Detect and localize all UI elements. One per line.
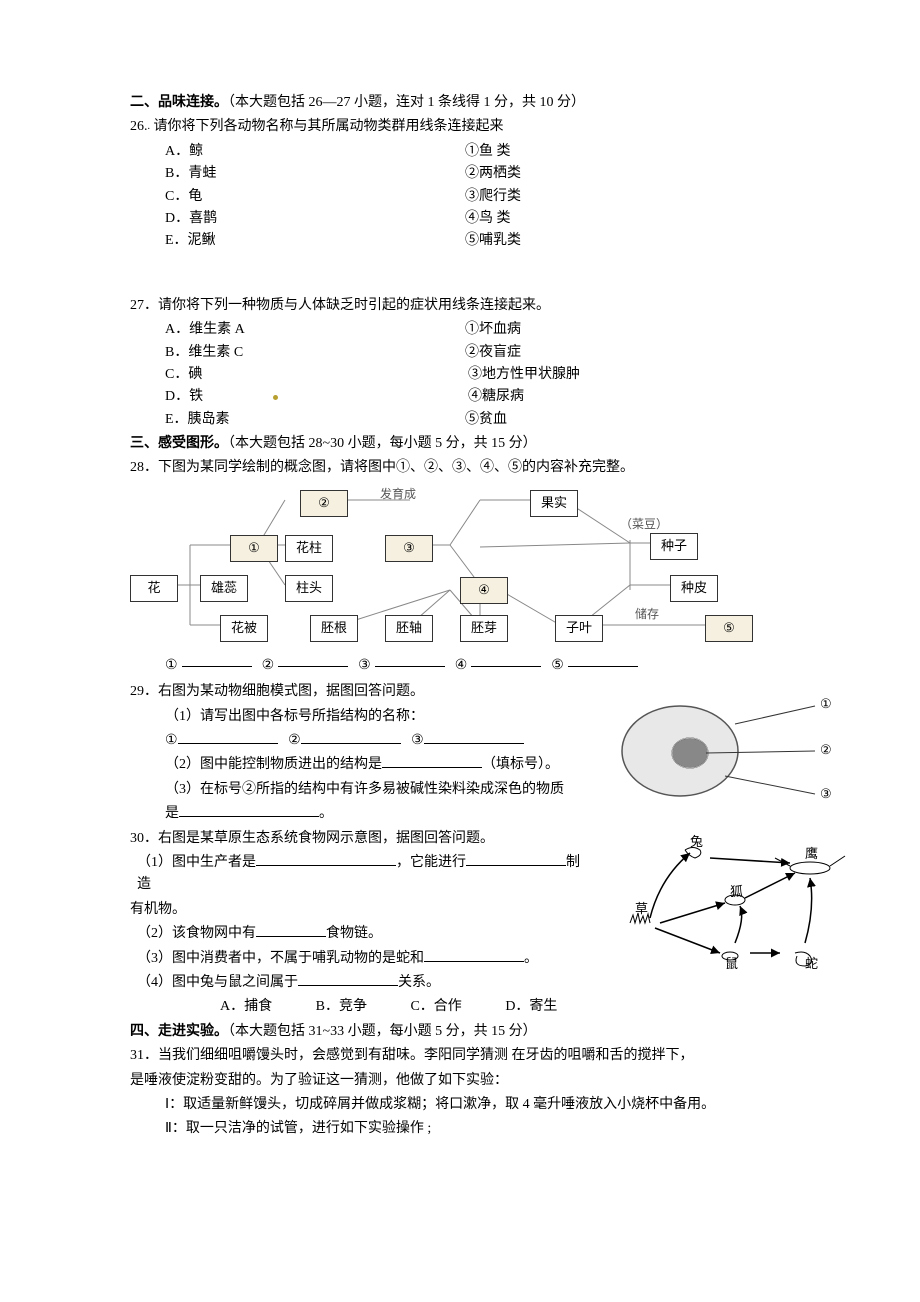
node-zhongzi: 种子 — [650, 533, 698, 560]
blank-29-2[interactable] — [301, 743, 401, 744]
node-c4: ④ — [460, 577, 508, 604]
blank-29-3[interactable] — [424, 743, 524, 744]
section-2-desc: （本大题包括 26—27 小题，连对 1 条线得 1 分，共 10 分） — [228, 95, 585, 110]
q30-header: 30．右图是某草原生态系统食物网示意图，据图回答问题。 — [130, 828, 580, 850]
blank-30-4[interactable] — [424, 961, 524, 962]
section-3-title: 三、感受图形。 — [130, 436, 228, 451]
q30-sub4: （4）图中兔与鼠之间属于关系。 — [130, 972, 580, 994]
blank-30-2[interactable] — [466, 865, 566, 866]
q27-header: 27．请你将下列一种物质与人体缺乏时引起的症状用线条连接起来。 — [130, 295, 810, 317]
section-3-desc: （本大题包括 28~30 小题，每小题 5 分，共 15 分） — [228, 436, 537, 451]
q29-sub1: （1）请写出图中各标号所指结构的名称： — [130, 706, 600, 728]
svg-text:狐: 狐 — [730, 884, 743, 899]
section-4-header: 四、走进实验。（本大题包括 31~33 小题，每小题 5 分，共 15 分） — [130, 1021, 810, 1043]
q29-sub3b: 是。 — [130, 803, 600, 825]
q31-step2: Ⅱ：取一只洁净的试管，进行如下实验操作 ; — [130, 1118, 810, 1140]
blank-28-2[interactable] — [278, 666, 348, 667]
q29-wrap: ① ② ③ 29．右图为某动物细胞模式图，据图回答问题。 （1）请写出图中各标号… — [130, 681, 810, 825]
section-3-header: 三、感受图形。（本大题包括 28~30 小题，每小题 5 分，共 15 分） — [130, 433, 810, 455]
label-fayucheng: 发育成 — [380, 485, 416, 504]
concept-diagram: 花 雄蕊 花被 ① ② 花柱 柱头 发育成 ③ 胚根 胚轴 ④ 胚芽 果实 （菜… — [130, 485, 810, 650]
q28-answers: ① ② ③ ④ ⑤ — [130, 655, 810, 677]
section-4-title: 四、走进实验。 — [130, 1024, 228, 1039]
cell-label-1: ① — [820, 696, 832, 711]
section-2-title: 二、品味连接。 — [130, 95, 228, 110]
node-xiongrui: 雄蕊 — [200, 575, 248, 602]
svg-text:鹰: 鹰 — [805, 846, 818, 861]
q29-header: 29．右图为某动物细胞模式图，据图回答问题。 — [130, 681, 600, 703]
svg-text:兔: 兔 — [690, 834, 703, 849]
q30-wrap: 兔 鹰 草 狐 鼠 蛇 30．右图是某草原生态系统食物网示意图，据图回答问题。 … — [130, 828, 810, 1019]
node-peizhou: 胚轴 — [385, 615, 433, 642]
label-chuyong: 储存 — [635, 605, 659, 624]
blank-28-5[interactable] — [568, 666, 638, 667]
blank-29-1[interactable] — [178, 743, 278, 744]
cell-label-3: ③ — [820, 786, 832, 801]
q29-sub3a: （3）在标号②所指的结构中有许多易被碱性染料染成深色的物质 — [130, 779, 600, 801]
node-c3: ③ — [385, 535, 433, 562]
node-hua: 花 — [130, 575, 178, 602]
node-huazhu: 花柱 — [285, 535, 333, 562]
node-huabei: 花被 — [220, 615, 268, 642]
blank-29-5[interactable] — [179, 816, 319, 817]
food-web-diagram: 兔 鹰 草 狐 鼠 蛇 — [610, 828, 850, 983]
node-c2: ② — [300, 490, 348, 517]
node-ziye: 子叶 — [555, 615, 603, 642]
node-zhongpi: 种皮 — [670, 575, 718, 602]
q31-step1: Ⅰ：取适量新鲜馒头，切成碎屑并做成浆糊；将口漱净，取 4 毫升唾液放入小烧杯中备… — [130, 1094, 810, 1116]
q28-header: 28．下图为某同学绘制的概念图，请将图中①、②、③、④、⑤的内容补充完整。 — [130, 457, 810, 479]
q30-sub3: （3）图中消费者中，不属于哺乳动物的是蛇和。 — [130, 948, 580, 970]
q27-items: A．维生素 A①坏血病 B．维生素 C②夜盲症 C．碘③地方性甲状腺肿 D．铁④… — [130, 319, 810, 431]
cell-diagram: ① ② ③ — [610, 686, 840, 816]
node-c5: ⑤ — [705, 615, 753, 642]
q29-sub2: （2）图中能控制物质进出的结构是（填标号）。 — [130, 754, 600, 776]
q30-sub1d: 有机物。 — [130, 899, 580, 921]
q31-line1: 31．当我们细细咀嚼馒头时，会感觉到有甜味。李阳同学猜测 在牙齿的咀嚼和舌的搅拌… — [130, 1045, 810, 1067]
cell-label-2: ② — [820, 742, 832, 757]
q31-line2: 是唾液使淀粉变甜的。为了验证这一猜测，他做了如下实验： — [130, 1070, 810, 1092]
blank-30-1[interactable] — [256, 865, 396, 866]
section-2-header: 二、品味连接。（本大题包括 26—27 小题，连对 1 条线得 1 分，共 10… — [130, 92, 810, 114]
svg-text:草: 草 — [635, 901, 648, 916]
label-caidou: （菜豆） — [620, 515, 668, 534]
blank-28-1[interactable] — [182, 666, 252, 667]
q30-sub1: （1）图中生产者是，它能进行制造 — [130, 852, 580, 897]
blank-28-4[interactable] — [471, 666, 541, 667]
q30-sub2: （2）该食物网中有食物链。 — [130, 923, 580, 945]
node-c1: ① — [230, 535, 278, 562]
node-guoshi: 果实 — [530, 490, 578, 517]
yellow-dot-icon — [273, 395, 278, 400]
q29-sub1-blanks: ① ② ③ — [130, 730, 600, 752]
q30-options: A．捕食 B．竞争 C．合作 D．寄生 — [130, 996, 580, 1018]
blank-29-4[interactable] — [382, 767, 482, 768]
q26-items: A．鲸①鱼 类 B．青蛙②两栖类 C．龟③爬行类 D．喜鹊④鸟 类 E．泥鳅⑤哺… — [130, 141, 810, 253]
node-zhutou: 柱头 — [285, 575, 333, 602]
node-peiya: 胚芽 — [460, 615, 508, 642]
node-peigen: 胚根 — [310, 615, 358, 642]
q26-header: 26.. 请你将下列各动物名称与其所属动物类群用线条连接起来 — [130, 116, 810, 138]
blank-30-3[interactable] — [256, 936, 326, 937]
blank-28-3[interactable] — [375, 666, 445, 667]
section-4-desc: （本大题包括 31~33 小题，每小题 5 分，共 15 分） — [228, 1024, 537, 1039]
blank-30-5[interactable] — [298, 985, 398, 986]
